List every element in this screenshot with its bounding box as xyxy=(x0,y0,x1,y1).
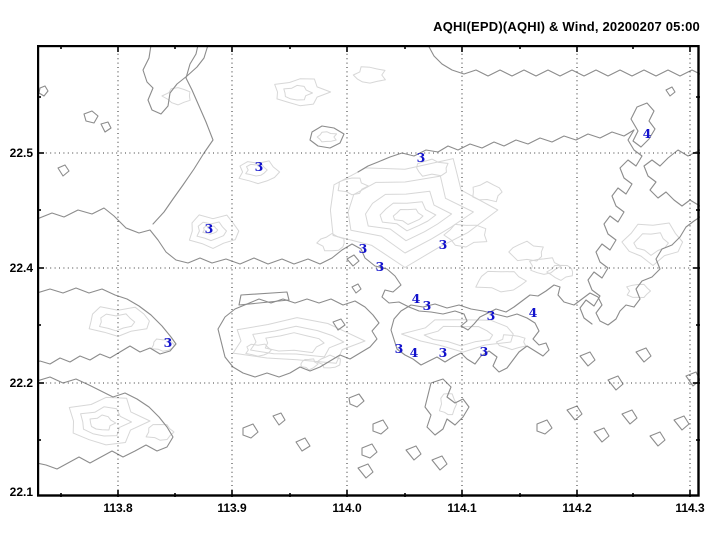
aqhi-station-value: 4 xyxy=(642,125,652,141)
aqhi-station-value: 3 xyxy=(438,344,448,360)
gridline-layer xyxy=(37,45,700,497)
aqhi-station-value: 3 xyxy=(422,297,432,313)
coastline-map xyxy=(37,45,700,497)
aqhi-station-value: 3 xyxy=(204,220,214,236)
aqhi-station-value: 3 xyxy=(394,340,404,356)
x-axis-tick-label: 114.2 xyxy=(562,501,592,515)
aqhi-station-value: 3 xyxy=(358,240,368,256)
x-axis-tick-label: 114.1 xyxy=(447,501,477,515)
aqhi-station-value: 3 xyxy=(163,334,173,350)
terrain-contour-layer xyxy=(68,66,684,446)
y-axis-tick-label: 22.5 xyxy=(9,146,33,160)
y-axis-tick-label: 22.1 xyxy=(9,485,33,499)
aqhi-station-value: 3 xyxy=(254,158,264,174)
aqhi-station-value: 3 xyxy=(375,258,385,274)
coastline-layer xyxy=(37,45,700,479)
axis-tick-layer xyxy=(37,45,700,497)
x-axis-tick-label: 114.3 xyxy=(675,501,705,515)
aqhi-station-value: 4 xyxy=(528,304,538,320)
aqhi-station-value: 3 xyxy=(486,307,496,323)
aqhi-station-value: 4 xyxy=(411,290,421,306)
aqhi-station-value: 3 xyxy=(416,149,426,165)
figure-title: AQHI(EPD)(AQHI) & Wind, 20200207 05:00 xyxy=(433,19,700,34)
y-axis-tick-label: 22.4 xyxy=(9,261,33,275)
aqhi-station-value: 3 xyxy=(438,236,448,252)
x-axis-tick-label: 114.0 xyxy=(332,501,362,515)
aqhi-station-value: 4 xyxy=(409,344,419,360)
x-axis-tick-label: 113.9 xyxy=(217,501,247,515)
y-axis-tick-label: 22.2 xyxy=(9,376,33,390)
x-axis-tick-label: 113.8 xyxy=(103,501,133,515)
aqhi-station-value: 3 xyxy=(479,343,489,359)
